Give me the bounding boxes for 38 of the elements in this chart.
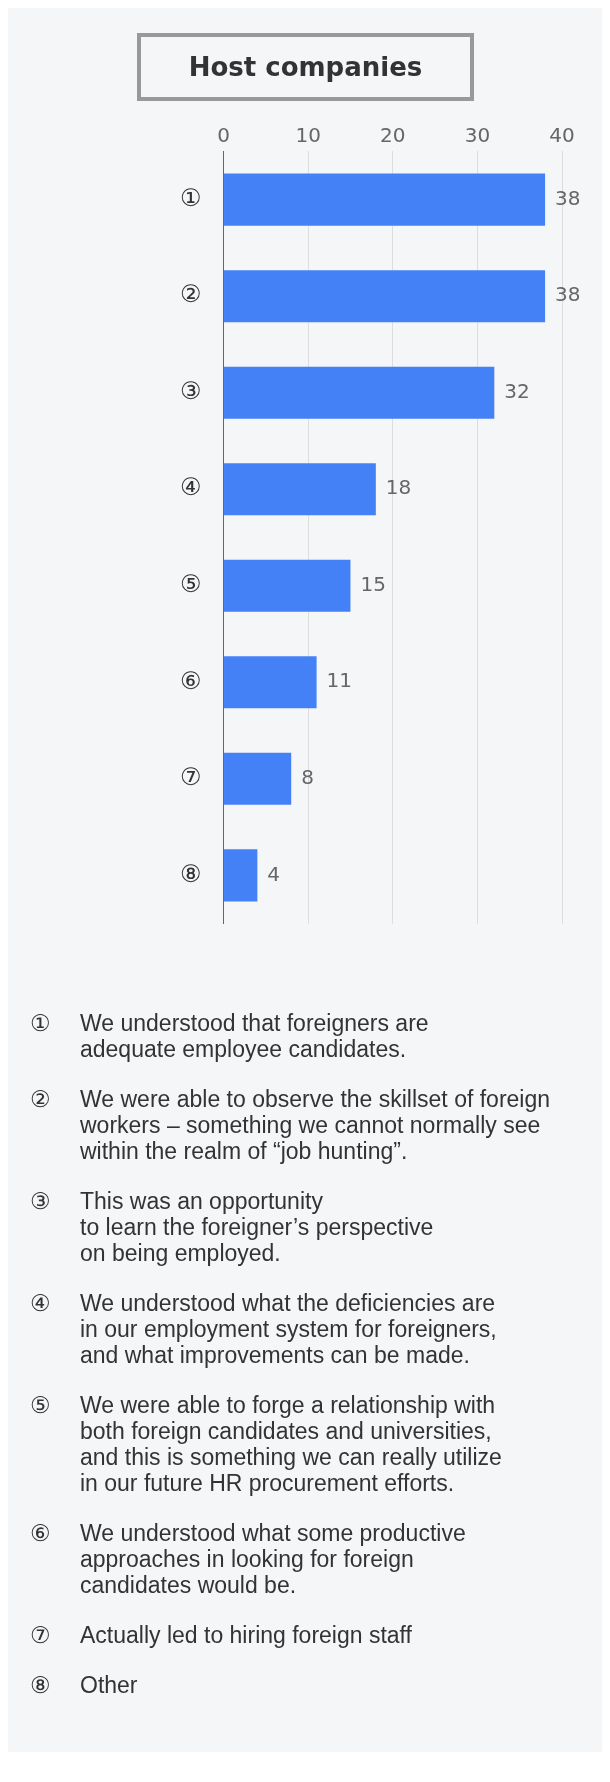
bar (224, 559, 351, 612)
bar (224, 752, 292, 805)
text: ② We were able to observe the skillset of foreign workers – something we cannot normally see within the realm of “job hunting”. (30, 1086, 551, 1164)
bar (224, 173, 546, 226)
y-tick-label: ⑤ (180, 570, 202, 598)
x-tick-label: 30 (464, 122, 491, 147)
text: ⑤ We were able to forge a relationship with both foreign candidates and universities, and this is something we can really utilize in our future HR procurement efforts. (30, 1392, 502, 1496)
bar (224, 656, 317, 709)
data-label: 15 (360, 571, 386, 596)
data-label: 32 (504, 378, 530, 403)
x-tick-label: 20 (380, 122, 406, 147)
y-tick-label: ⑦ (180, 763, 202, 792)
data-label: 8 (301, 765, 314, 790)
text: ⑥ We understood what some productive approaches in looking for foreign candidates would be. (30, 1520, 466, 1598)
data-label: 38 (555, 282, 581, 307)
y-tick-label: ④ (180, 473, 202, 502)
chart-title: Host companies (137, 33, 474, 101)
x-tick-label: 0 (217, 122, 230, 147)
y-tick-label: ② (180, 280, 202, 309)
bar (224, 366, 495, 419)
x-tick-label: 10 (295, 122, 321, 147)
y-tick-label: ③ (180, 376, 202, 405)
text: ① We understood that foreigners are adequate employee candidates. (30, 1010, 429, 1062)
y-tick-label: ⑧ (180, 859, 202, 888)
text: ⑧ Other (30, 1672, 138, 1698)
data-label: 38 (555, 185, 581, 210)
x-tick-label: 40 (549, 122, 575, 147)
text: ③ This was an opportunity to learn the foreigner’s perspective on being employed. (30, 1188, 434, 1266)
data-label: 11 (326, 668, 353, 693)
y-tick-label: ⑥ (180, 666, 202, 695)
bar (224, 849, 258, 902)
data-label: 18 (385, 475, 412, 500)
text: ⑦ Actually led to hiring foreign staff (30, 1622, 412, 1648)
text: ④ We understood what the deficiencies are in our employment system for foreigners, and what improvements can be made. (30, 1290, 497, 1368)
data-label: 4 (267, 861, 281, 886)
y-tick-label: ① (180, 183, 202, 212)
bar (224, 270, 546, 323)
bar (224, 463, 376, 516)
